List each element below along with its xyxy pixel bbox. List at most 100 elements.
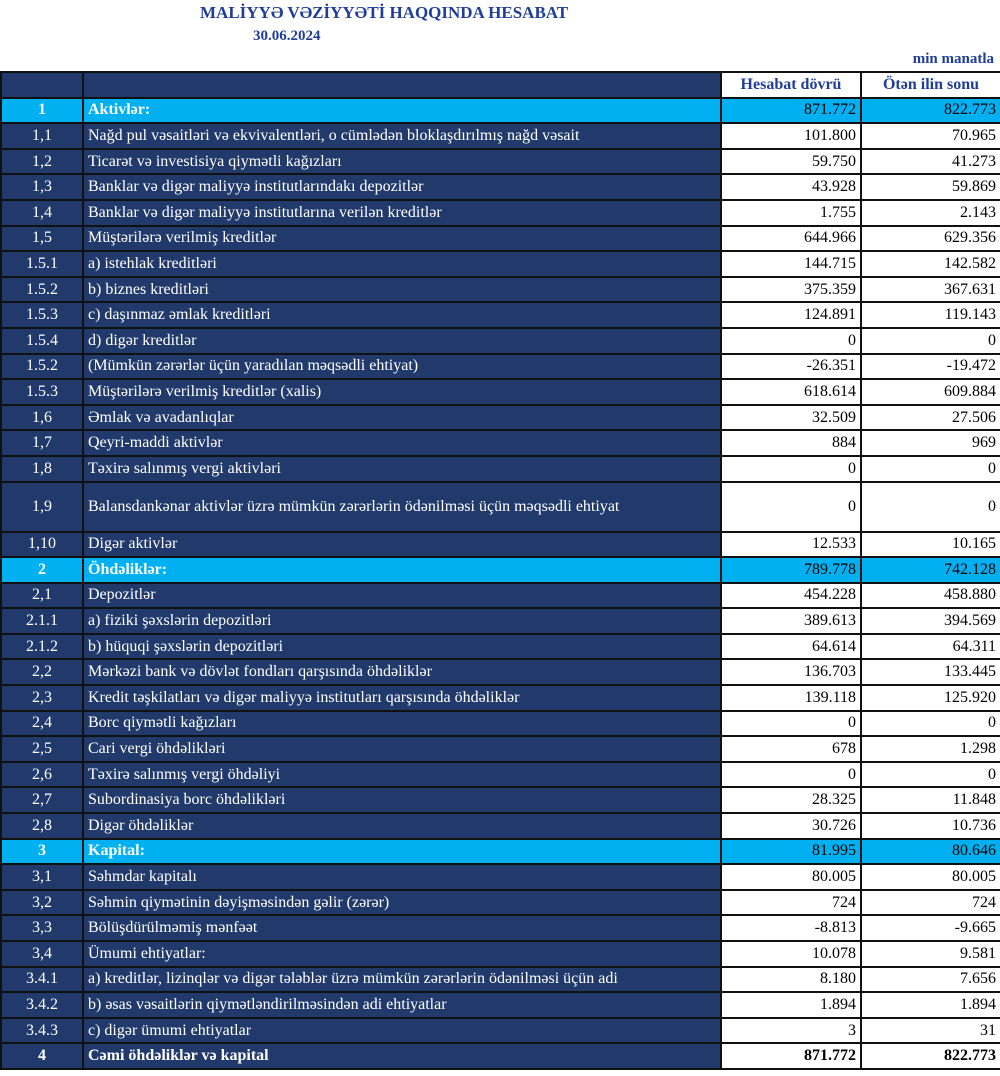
previous-value: 142.582 [860, 250, 1000, 278]
current-value: 32.509 [720, 403, 862, 432]
row-label: a) istehlak kreditləri [82, 250, 722, 278]
report-title: MALİYYƏ VƏZİYYƏTİ HAQQINDA HESABAT [200, 3, 569, 22]
table-row: 3 Kapital: 81.995 80.646 [0, 837, 1000, 866]
row-label: c) daşınmaz əmlak kreditləri [82, 301, 722, 329]
table-row: 2.1.2 b) hüquqi şəxslərin depozitləri 64.6… [0, 632, 1000, 661]
previous-value: 609.884 [860, 378, 1000, 406]
previous-value: 0 [860, 760, 1000, 789]
current-value: 454.228 [720, 581, 862, 610]
column-header: Hesabat dövrü [720, 71, 862, 99]
table-row: 2,8 Digər öhdəliklər 30.726 10.736 [0, 812, 1000, 840]
table-row: 1 Aktivlər: 871.772 822.773 [0, 96, 1000, 125]
row-label: (Mümkün zərərlər üçün yaradılan məqsədli… [82, 352, 722, 381]
current-value: 144.715 [720, 250, 862, 278]
previous-value: 629.356 [860, 224, 1000, 253]
previous-value: -9.665 [860, 914, 1000, 942]
current-value: 124.891 [720, 301, 862, 329]
row-label: Nağd pul vəsaitləri və ekvivalentləri, o… [82, 122, 722, 150]
previous-value: 11.848 [860, 786, 1000, 815]
current-value: 0 [720, 709, 862, 738]
row-label: Digər öhdəliklər [82, 812, 722, 840]
previous-value: 822.773 [860, 96, 1000, 125]
row-label: Səhmdar kapitalı [82, 863, 722, 891]
table-row: 3,3 Bölüşdürülməmiş mənfəət -8.813 -9.665 [0, 914, 1000, 942]
row-label: Aktivlər: [82, 96, 722, 125]
row-code: 2.1.2 [0, 632, 84, 661]
row-code: 2 [0, 556, 84, 584]
row-code: 1,7 [0, 429, 84, 457]
row-label: b) hüquqi şəxslərin depozitləri [82, 632, 722, 661]
table-row: 2.1.1 a) fiziki şəxslərin depozitləri 389.… [0, 607, 1000, 635]
table-row: 2,7 Subordinasiya borc öhdəlikləri 28.325 1… [0, 786, 1000, 815]
table-row: 3.4.3 c) digər ümumi ehtiyatlar 3 31 [0, 1016, 1000, 1045]
unit-label: min manatla [912, 51, 994, 67]
current-value: 0 [720, 326, 862, 355]
current-value: 81.995 [720, 837, 862, 866]
table-row: 2,6 Təxirə salınmış vergi öhdəliyi 0 0 [0, 760, 1000, 789]
current-value: 724 [720, 888, 862, 917]
table-row: 1,3 Banklar və digər maliyyə institutları… [0, 173, 1000, 201]
row-code: 2,3 [0, 684, 84, 712]
row-label: b) əsas vəsaitlərin qiymətləndirilməsind… [82, 991, 722, 1019]
row-label: Banklar və digər maliyyə institutlarına … [82, 198, 722, 227]
row-label: Kapital: [82, 837, 722, 866]
table-row: 1,4 Banklar və digər maliyyə institutları… [0, 198, 1000, 227]
row-code: 3 [0, 837, 84, 866]
current-value: 375.359 [720, 275, 862, 304]
row-code: 1,1 [0, 122, 84, 150]
previous-value: 458.880 [860, 581, 1000, 610]
previous-value: 80.005 [860, 863, 1000, 891]
previous-value: 742.128 [860, 556, 1000, 584]
current-value: 789.778 [720, 556, 862, 584]
previous-value: 9.581 [860, 940, 1000, 968]
previous-value: 41.273 [860, 147, 1000, 176]
table-row: 3.4.2 b) əsas vəsaitlərin qiymətləndirilm… [0, 991, 1000, 1019]
current-value: 80.005 [720, 863, 862, 891]
table-row: 3,4 Ümumi ehtiyatlar: 10.078 9.581 [0, 940, 1000, 968]
current-value: 389.613 [720, 607, 862, 635]
table-row: 1.5.3 c) daşınmaz əmlak kreditləri 124.891… [0, 301, 1000, 329]
row-label: Əmlak və avadanlıqlar [82, 403, 722, 432]
table-row: 1,6 Əmlak və avadanlıqlar 32.509 27.506 [0, 403, 1000, 432]
table-row: 1,8 Təxirə salınmış vergi aktivləri 0 0 [0, 454, 1000, 483]
row-code: 1.5.3 [0, 301, 84, 329]
row-code: 1,8 [0, 454, 84, 483]
current-value: 1.755 [720, 198, 862, 227]
previous-value: 1.298 [860, 735, 1000, 763]
current-value: 139.118 [720, 684, 862, 712]
row-code: 2,2 [0, 658, 84, 687]
row-code: 1,5 [0, 224, 84, 253]
row-label: Balansdankənar aktivlər üzrə mümkün zərə… [82, 480, 722, 533]
previous-value: 0 [860, 454, 1000, 483]
row-label: Qeyri-maddi aktivlər [82, 429, 722, 457]
previous-value: 394.569 [860, 607, 1000, 635]
previous-value: 64.311 [860, 632, 1000, 661]
table-row: 3,1 Səhmdar kapitalı 80.005 80.005 [0, 863, 1000, 891]
report-date: 30.06.2024 [253, 28, 321, 44]
row-code: 3,1 [0, 863, 84, 891]
row-code: 2.1.1 [0, 607, 84, 635]
row-code: 3.4.3 [0, 1016, 84, 1045]
row-label: Müştərilərə verilmiş kreditlər [82, 224, 722, 253]
row-code: 2,4 [0, 709, 84, 738]
header-row: Hesabat dövrü Ötən ilin sonu [0, 71, 1000, 99]
current-value: 1.894 [720, 991, 862, 1019]
row-code: 4 [0, 1042, 84, 1070]
row-label: a) kreditlər, lizinqlər və digər tələblə… [82, 965, 722, 994]
previous-value: 10.736 [860, 812, 1000, 840]
current-value: 644.966 [720, 224, 862, 253]
row-label: Mərkəzi bank və dövlət fondları qarşısın… [82, 658, 722, 687]
row-label: Səhmin qiymətinin dəyişməsindən gəlir (z… [82, 888, 722, 917]
current-value: 618.614 [720, 378, 862, 406]
row-code: 1,9 [0, 480, 84, 533]
previous-value: 0 [860, 480, 1000, 533]
table-row: 2,2 Mərkəzi bank və dövlət fondları qarşı… [0, 658, 1000, 687]
table-body: 1 Aktivlər: 871.772 822.773 1,1 Nağd pul vəsa… [0, 96, 1000, 1070]
current-value: 871.772 [720, 96, 862, 125]
previous-value: -19.472 [860, 352, 1000, 381]
current-value: 30.726 [720, 812, 862, 840]
row-label: Kredit təşkilatları və digər maliyyə ins… [82, 684, 722, 712]
table-row: 4 Cəmi öhdəliklər və kapital 871.772 822.77… [0, 1042, 1000, 1070]
current-value: 12.533 [720, 530, 862, 559]
row-code: 1.5.2 [0, 352, 84, 381]
